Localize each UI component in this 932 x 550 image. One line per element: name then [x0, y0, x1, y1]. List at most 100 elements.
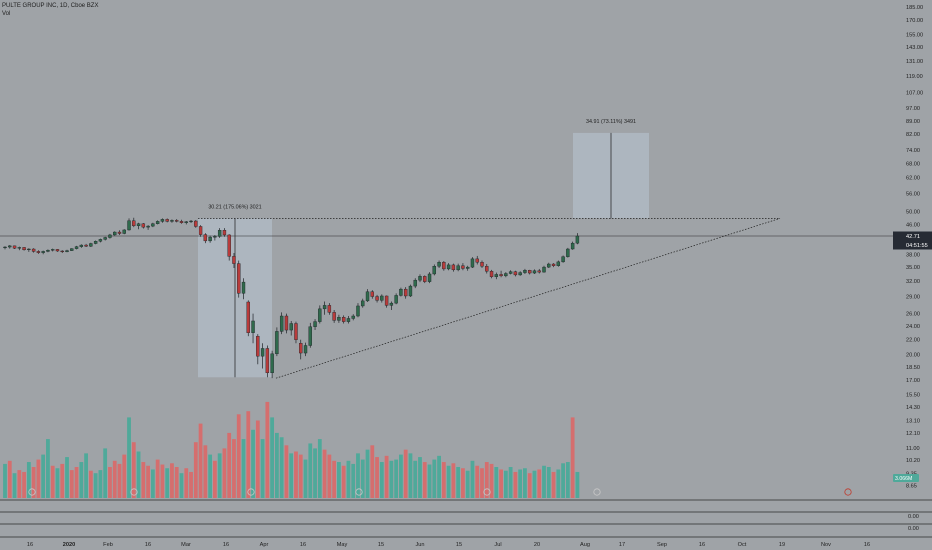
- candle-body[interactable]: [351, 315, 355, 319]
- candle-body[interactable]: [165, 219, 169, 222]
- candle-body[interactable]: [155, 221, 160, 224]
- candle-body[interactable]: [36, 251, 41, 253]
- candle-body[interactable]: [365, 291, 370, 302]
- candle-body[interactable]: [179, 221, 184, 223]
- candle-body[interactable]: [279, 315, 284, 332]
- candle-body[interactable]: [275, 331, 279, 355]
- candle-body[interactable]: [232, 256, 236, 264]
- candle-body[interactable]: [122, 229, 126, 234]
- candle-body[interactable]: [361, 300, 365, 307]
- event-marker-icon[interactable]: [593, 488, 601, 496]
- candle-body[interactable]: [542, 266, 546, 273]
- candle-body[interactable]: [51, 249, 55, 251]
- candle-body[interactable]: [256, 335, 260, 357]
- candle-body[interactable]: [241, 281, 246, 294]
- candle-body[interactable]: [470, 258, 475, 268]
- candle-body[interactable]: [389, 302, 394, 306]
- candle-body[interactable]: [461, 265, 465, 269]
- candle-body[interactable]: [41, 251, 45, 253]
- candle-body[interactable]: [508, 271, 513, 274]
- candle-body[interactable]: [299, 343, 303, 354]
- candle-body[interactable]: [213, 236, 217, 238]
- candle-body[interactable]: [513, 271, 518, 276]
- candle-body[interactable]: [217, 230, 222, 237]
- candle-body[interactable]: [8, 245, 12, 248]
- candle-body[interactable]: [198, 226, 203, 235]
- candle-body[interactable]: [93, 241, 98, 244]
- candle-body[interactable]: [89, 243, 93, 247]
- candle-body[interactable]: [456, 265, 460, 271]
- candle-body[interactable]: [532, 270, 537, 274]
- candle-body[interactable]: [74, 246, 79, 249]
- candle-body[interactable]: [537, 270, 541, 273]
- candle-body[interactable]: [70, 248, 74, 251]
- candle-body[interactable]: [160, 219, 165, 222]
- candle-body[interactable]: [294, 323, 298, 340]
- event-marker-icon[interactable]: [130, 488, 138, 496]
- candle-body[interactable]: [84, 244, 88, 247]
- candle-body[interactable]: [132, 220, 136, 226]
- candle-body[interactable]: [203, 234, 208, 242]
- candle-body[interactable]: [284, 315, 289, 331]
- candle-body[interactable]: [31, 248, 36, 252]
- candle-body[interactable]: [227, 234, 231, 257]
- candle-body[interactable]: [575, 235, 580, 244]
- candle-body[interactable]: [570, 242, 575, 250]
- candle-body[interactable]: [55, 249, 60, 252]
- event-marker-icon[interactable]: [247, 488, 255, 496]
- candle-body[interactable]: [370, 291, 374, 297]
- candle-body[interactable]: [322, 305, 327, 310]
- candle-body[interactable]: [528, 270, 532, 274]
- event-marker-icon[interactable]: [483, 488, 491, 496]
- candle-body[interactable]: [465, 266, 470, 269]
- candle-body[interactable]: [556, 261, 561, 266]
- candle-body[interactable]: [175, 220, 179, 222]
- candle-body[interactable]: [246, 301, 250, 333]
- candle-body[interactable]: [318, 308, 322, 322]
- candle-body[interactable]: [17, 247, 22, 249]
- candle-body[interactable]: [561, 256, 565, 263]
- volume-legend[interactable]: Vol: [2, 11, 11, 17]
- candle-body[interactable]: [485, 266, 489, 272]
- event-marker-icon[interactable]: [355, 488, 363, 496]
- candle-body[interactable]: [332, 312, 336, 321]
- candle-body[interactable]: [489, 270, 494, 277]
- candle-body[interactable]: [313, 321, 317, 327]
- candle-body[interactable]: [289, 323, 293, 331]
- candle-body[interactable]: [108, 234, 112, 238]
- candle-body[interactable]: [475, 258, 479, 263]
- candle-body[interactable]: [22, 247, 26, 251]
- candle-body[interactable]: [141, 223, 146, 228]
- candle-body[interactable]: [27, 248, 31, 251]
- candle-body[interactable]: [432, 266, 436, 275]
- candle-body[interactable]: [551, 263, 556, 266]
- candle-body[interactable]: [327, 305, 332, 313]
- candle-body[interactable]: [375, 296, 379, 301]
- candle-body[interactable]: [480, 262, 484, 267]
- candle-body[interactable]: [265, 348, 270, 374]
- candle-body[interactable]: [103, 237, 107, 240]
- candle-body[interactable]: [46, 250, 50, 252]
- candle-body[interactable]: [494, 274, 499, 277]
- support-trendline[interactable]: [275, 218, 781, 379]
- candle-body[interactable]: [380, 295, 384, 301]
- candle-body[interactable]: [136, 223, 141, 226]
- candle-body[interactable]: [3, 246, 7, 249]
- candle-body[interactable]: [12, 245, 17, 249]
- candle-body[interactable]: [208, 236, 212, 242]
- candle-body[interactable]: [194, 220, 198, 227]
- candle-body[interactable]: [384, 295, 389, 306]
- candle-body[interactable]: [341, 317, 346, 322]
- candle-body[interactable]: [65, 250, 69, 253]
- candle-body[interactable]: [151, 223, 155, 227]
- candle-body[interactable]: [518, 272, 522, 276]
- candle-body[interactable]: [79, 244, 84, 247]
- candle-body[interactable]: [127, 220, 131, 231]
- symbol-title[interactable]: PULTE GROUP INC, 1D, Cboe BZX: [2, 3, 99, 9]
- candle-body[interactable]: [547, 263, 551, 268]
- candle-body[interactable]: [98, 239, 103, 242]
- candle-body[interactable]: [260, 348, 265, 357]
- candle-body[interactable]: [237, 263, 241, 294]
- candle-body[interactable]: [189, 220, 193, 223]
